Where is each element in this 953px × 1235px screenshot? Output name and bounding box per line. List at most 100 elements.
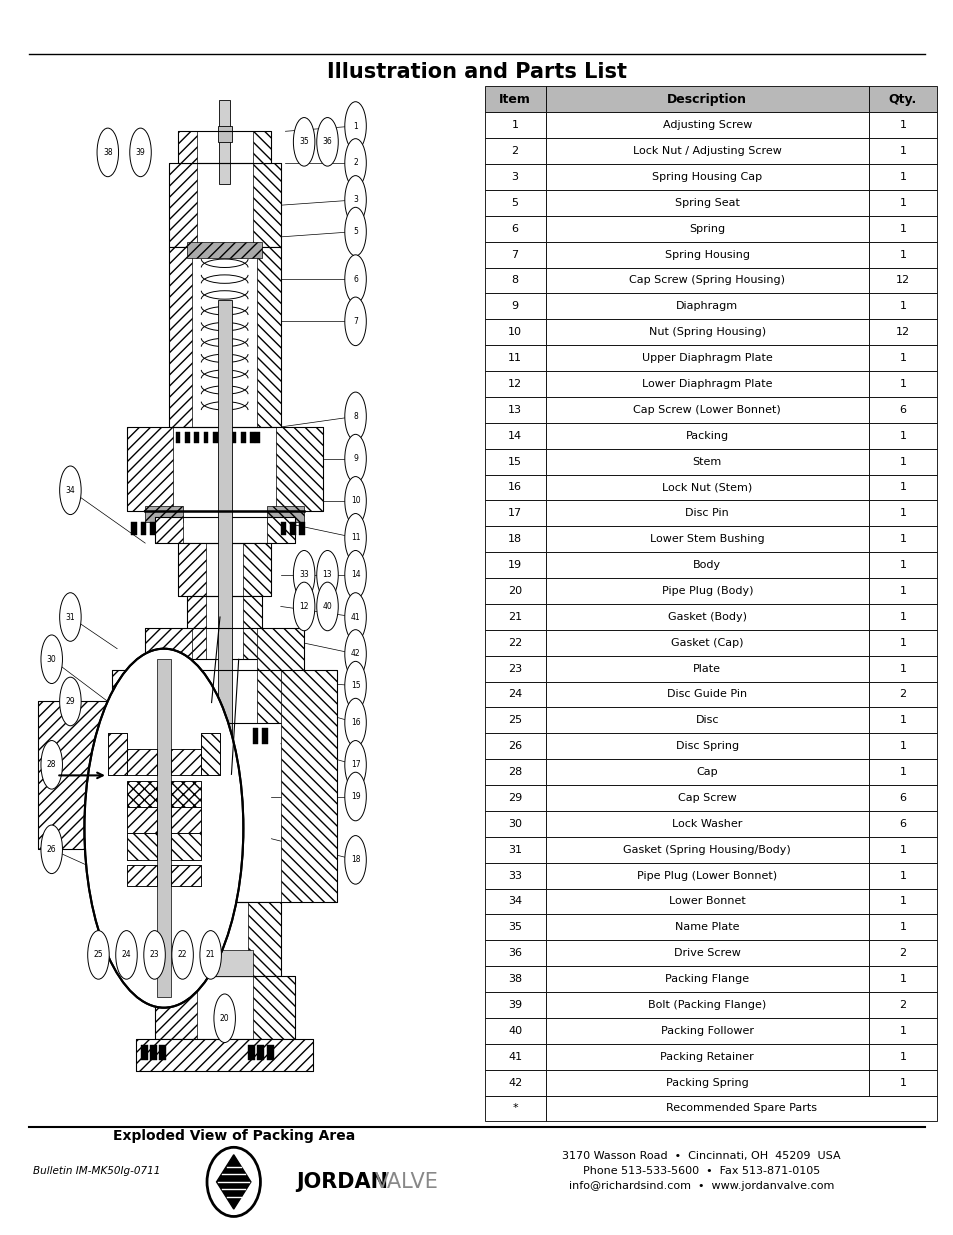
Bar — [484, 1018, 545, 1044]
Bar — [177, 131, 196, 163]
Circle shape — [130, 128, 152, 177]
Bar — [127, 866, 156, 887]
Bar — [154, 976, 294, 1040]
Bar — [868, 630, 936, 656]
Text: Lower Stem Bushing: Lower Stem Bushing — [649, 535, 764, 545]
Bar — [868, 294, 936, 320]
Text: 41: 41 — [351, 613, 360, 621]
Bar — [484, 734, 545, 760]
Bar — [484, 86, 545, 112]
Bar — [175, 432, 180, 443]
Bar — [868, 242, 936, 268]
Bar — [169, 902, 201, 976]
Bar — [868, 1044, 936, 1070]
Bar — [484, 294, 545, 320]
Bar — [201, 734, 220, 776]
Text: 22: 22 — [177, 951, 187, 960]
Bar — [545, 552, 868, 578]
Text: 1: 1 — [899, 1026, 905, 1036]
Text: 7: 7 — [353, 317, 357, 326]
Bar — [290, 522, 295, 535]
Bar — [484, 216, 545, 242]
Bar — [150, 1045, 156, 1061]
Bar — [868, 888, 936, 914]
Bar — [171, 808, 201, 834]
Bar — [484, 552, 545, 578]
Bar — [127, 808, 156, 834]
Text: 40: 40 — [508, 1026, 521, 1036]
Text: 2: 2 — [899, 1000, 905, 1010]
Bar — [187, 242, 262, 258]
Bar — [545, 914, 868, 940]
Text: 1: 1 — [899, 535, 905, 545]
Bar — [484, 1044, 545, 1070]
Text: 23: 23 — [508, 663, 521, 673]
Circle shape — [41, 825, 62, 873]
Text: Bolt (Packing Flange): Bolt (Packing Flange) — [647, 1000, 765, 1010]
Bar — [253, 131, 271, 163]
Bar — [868, 370, 936, 396]
Circle shape — [294, 551, 314, 599]
Text: Gasket (Cap): Gasket (Cap) — [670, 637, 742, 647]
Bar — [545, 811, 868, 837]
Circle shape — [97, 128, 118, 177]
Bar — [140, 1045, 148, 1061]
Text: Cap: Cap — [696, 767, 718, 777]
Text: 18: 18 — [508, 535, 521, 545]
Bar — [257, 627, 304, 722]
Text: 42: 42 — [508, 1078, 521, 1088]
Circle shape — [344, 514, 366, 562]
Bar — [484, 630, 545, 656]
Text: 8: 8 — [353, 412, 357, 421]
Bar — [868, 138, 936, 164]
Bar — [145, 506, 182, 522]
Text: 19: 19 — [508, 561, 521, 571]
Text: 13: 13 — [508, 405, 521, 415]
Bar — [868, 656, 936, 682]
Bar — [545, 500, 868, 526]
Bar — [140, 522, 146, 535]
Text: Plate: Plate — [693, 663, 720, 673]
Text: JORDAN: JORDAN — [295, 1172, 387, 1192]
Text: 1: 1 — [899, 611, 905, 622]
Circle shape — [344, 551, 366, 599]
Bar — [484, 190, 545, 216]
Bar — [253, 163, 280, 247]
Text: 20: 20 — [508, 585, 521, 597]
Text: 25: 25 — [93, 951, 103, 960]
Text: 1: 1 — [899, 767, 905, 777]
Text: 3170 Wasson Road  •  Cincinnati, OH  45209  USA
Phone 513-533-5600  •  Fax 513-8: 3170 Wasson Road • Cincinnati, OH 45209 … — [561, 1151, 840, 1191]
Text: 6: 6 — [899, 793, 905, 803]
Text: 17: 17 — [508, 509, 521, 519]
Bar — [201, 734, 220, 776]
Text: Bulletin IM-MK50Ig-0711: Bulletin IM-MK50Ig-0711 — [33, 1166, 161, 1176]
Text: 1: 1 — [899, 146, 905, 156]
Text: 14: 14 — [351, 571, 360, 579]
Bar — [545, 630, 868, 656]
Bar — [150, 727, 155, 743]
Bar — [484, 1095, 545, 1121]
Bar — [257, 1045, 264, 1061]
Bar — [484, 242, 545, 268]
Bar — [545, 708, 868, 734]
Bar — [484, 656, 545, 682]
Bar — [203, 432, 208, 443]
Bar — [169, 247, 192, 427]
Bar — [868, 164, 936, 190]
Bar — [108, 734, 127, 776]
Text: Adjusting Screw: Adjusting Screw — [662, 120, 751, 130]
Bar — [185, 432, 190, 443]
Text: 12: 12 — [299, 601, 309, 611]
Text: 1: 1 — [899, 845, 905, 855]
Bar — [868, 578, 936, 604]
Text: Lower Bonnet: Lower Bonnet — [668, 897, 745, 906]
Text: Packing Retainer: Packing Retainer — [659, 1052, 754, 1062]
Text: 5: 5 — [353, 227, 357, 236]
Text: 2: 2 — [899, 948, 905, 958]
Bar — [484, 320, 545, 346]
Bar — [868, 914, 936, 940]
Bar — [232, 432, 236, 443]
Text: 6: 6 — [899, 819, 905, 829]
Bar — [37, 701, 112, 850]
Bar — [545, 785, 868, 811]
